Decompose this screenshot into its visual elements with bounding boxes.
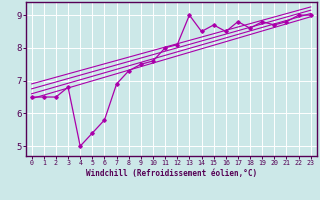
X-axis label: Windchill (Refroidissement éolien,°C): Windchill (Refroidissement éolien,°C) <box>86 169 257 178</box>
